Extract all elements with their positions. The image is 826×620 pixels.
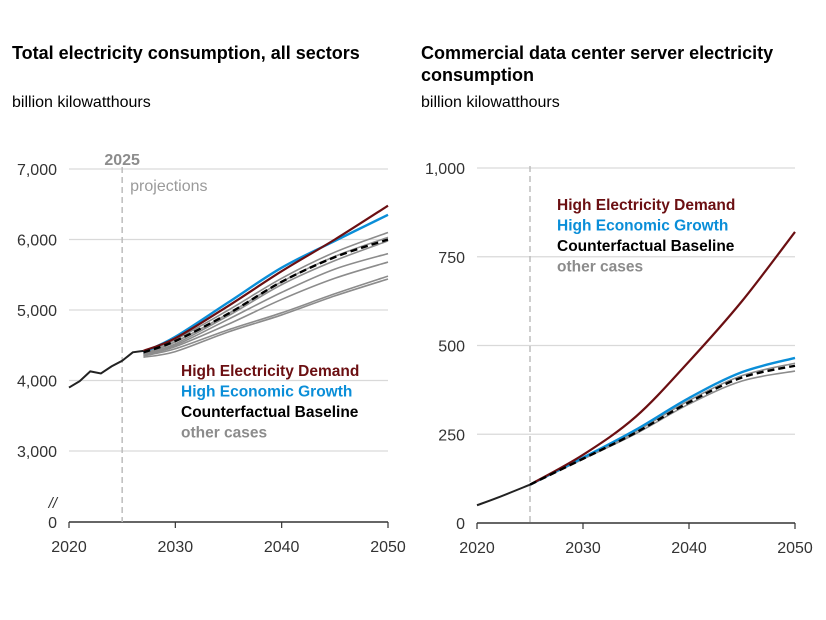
chart2-series-baseline-line xyxy=(529,364,796,486)
chart1-y-tick-label: 4,000 xyxy=(17,374,57,391)
chart1-legend-item: Counterfactual Baseline xyxy=(181,404,359,421)
chart2-series-growth-line xyxy=(529,356,796,486)
chart1-series-other-line xyxy=(143,261,389,356)
chart2-x-tick-label: 2030 xyxy=(565,540,601,557)
chart1-series-baseline-line xyxy=(143,238,389,354)
chart1-y-tick-label: 7,000 xyxy=(17,162,57,179)
chart1-series-other-line xyxy=(143,240,389,356)
chart1-history-line xyxy=(68,349,144,389)
right-chart-title: Commercial data center server electricit… xyxy=(421,43,774,85)
chart1-x-tick-label: 2050 xyxy=(370,539,406,556)
chart1-y-tick-label: 0 xyxy=(48,515,57,532)
chart2-x-tick-label: 2050 xyxy=(777,540,813,557)
chart1-y-tick-label: 5,000 xyxy=(17,303,57,320)
chart1-series-other-line xyxy=(143,252,389,355)
chart2-x-tick-label: 2040 xyxy=(671,540,707,557)
chart2-y-tick-label: 500 xyxy=(438,339,465,356)
chart2-series-demand-line xyxy=(529,231,796,486)
chart1-series-other-line xyxy=(143,278,389,359)
chart2-legend-item: Counterfactual Baseline xyxy=(557,238,735,255)
chart2-y-tick-label: 750 xyxy=(438,250,465,267)
left-chart-title: Total electricity consumption, all secto… xyxy=(12,43,360,63)
chart1-series-other-line xyxy=(143,275,389,357)
chart2-legend-item: other cases xyxy=(557,259,643,276)
chart1-y-tick-label: 3,000 xyxy=(17,444,57,461)
chart1-legend-item: High Economic Growth xyxy=(181,384,352,401)
chart2-series-other-line xyxy=(529,370,796,486)
chart1-x-tick-label: 2020 xyxy=(51,539,87,556)
chart1-series-demand-line xyxy=(143,204,389,352)
chart1-axis-break-mark: // xyxy=(48,495,59,512)
left-chart-subtitle: billion kilowatthours xyxy=(12,94,151,111)
chart1-series-growth-line xyxy=(142,213,389,354)
right-chart-subtitle: billion kilowatthours xyxy=(421,94,560,111)
chart1-projections-label: projections xyxy=(130,178,207,195)
chart2-x-tick-label: 2020 xyxy=(459,540,495,557)
chart2-history-line xyxy=(476,483,531,507)
chart1-x-tick-label: 2040 xyxy=(264,539,300,556)
chart2-y-tick-label: 0 xyxy=(456,516,465,533)
chart2-legend-item: High Economic Growth xyxy=(557,218,728,235)
chart1-series-other-line xyxy=(143,231,389,354)
chart2-y-tick-label: 250 xyxy=(438,427,465,444)
chart2-series-other-line xyxy=(529,362,796,486)
chart1-legend-item: High Electricity Demand xyxy=(181,363,359,380)
chart1-y-tick-label: 6,000 xyxy=(17,233,57,250)
chart1-x-tick-label: 2030 xyxy=(158,539,194,556)
chart1-legend-item: other cases xyxy=(181,425,267,442)
chart2-y-tick-label: 1,000 xyxy=(425,161,465,178)
chart2-legend-item: High Electricity Demand xyxy=(557,197,735,214)
chart1-year-label: 2025 xyxy=(104,152,140,169)
